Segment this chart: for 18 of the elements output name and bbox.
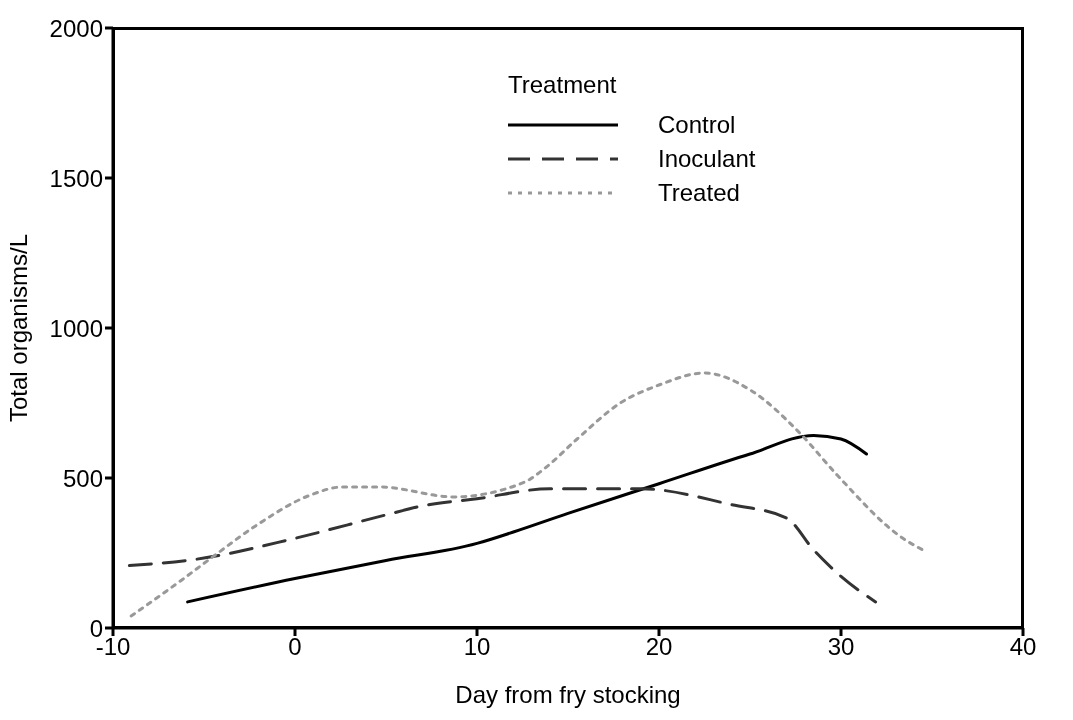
line-series (186, 433, 868, 604)
legend-label: Inoculant (658, 144, 756, 174)
y-tick-label: 1500 (49, 164, 103, 192)
legend-label: Control (658, 110, 736, 140)
x-tick-label: 40 (1009, 633, 1037, 661)
x-axis-title: Day from fry stocking (455, 681, 681, 708)
legend-label: Treated (658, 178, 740, 208)
x-tick-label: 30 (827, 633, 855, 661)
y-tick-label: 500 (62, 464, 103, 492)
x-tick-label: 20 (645, 633, 673, 661)
y-tick-label: 1000 (49, 314, 103, 342)
line-series (129, 371, 925, 618)
y-axis-title: Total organisms/L (4, 233, 32, 423)
x-tick-label: 10 (463, 633, 491, 661)
line-series (127, 487, 878, 604)
legend-title: Treatment (508, 70, 618, 100)
x-tick-label: 0 (288, 633, 302, 661)
y-tick-label: 2000 (49, 14, 103, 42)
